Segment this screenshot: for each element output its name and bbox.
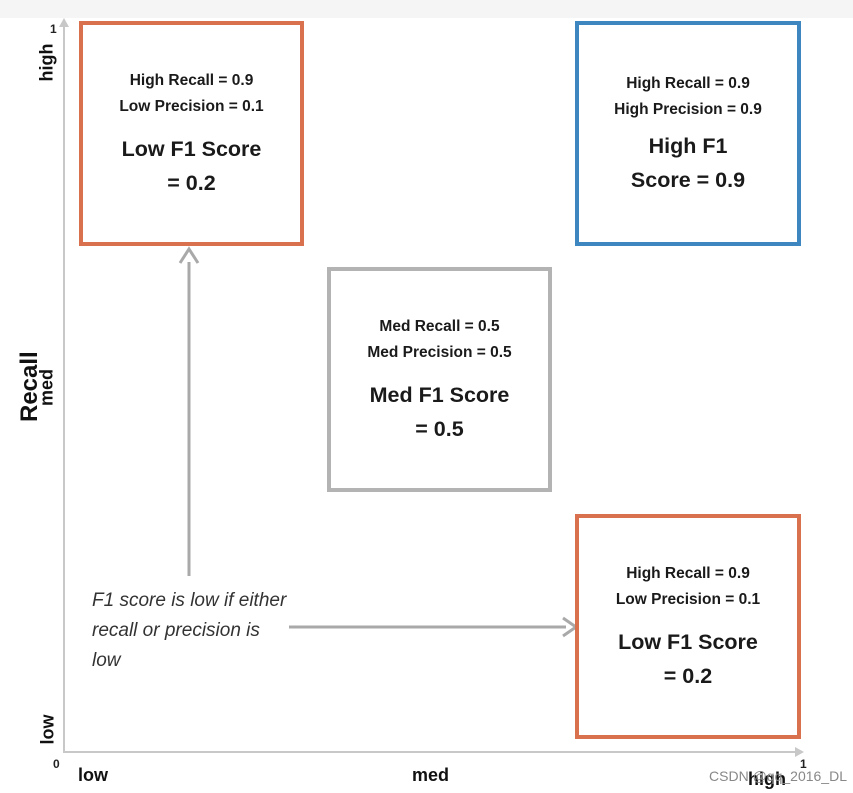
box-precision-text: High Precision = 0.9 xyxy=(614,100,762,118)
x-label-high: high xyxy=(748,769,786,789)
y-end-tick: 1 xyxy=(50,22,57,36)
y-label-high: high xyxy=(36,43,57,82)
box-f1-score: Low F1 Score = 0.2 xyxy=(618,629,758,688)
box-recall-text: Med Recall = 0.5 xyxy=(379,317,500,335)
box-f1-score: High F1 Score = 0.9 xyxy=(630,133,746,192)
x-origin-tick: 0 xyxy=(53,757,60,771)
box-high-recall-low-precision-bottom: High Recall = 0.9 Low Precision = 0.1 Lo… xyxy=(575,514,801,739)
box-precision-text: Low Precision = 0.1 xyxy=(119,97,264,115)
box-med-recall-med-precision: Med Recall = 0.5 Med Precision = 0.5 Med… xyxy=(327,267,552,492)
arrow-up-head xyxy=(178,246,200,264)
watermark: CSDN @qq_2016_DL xyxy=(709,768,847,784)
y-label-low: low xyxy=(37,714,58,745)
y-axis-title: Recall xyxy=(16,351,43,422)
x-axis-arrowhead xyxy=(795,747,804,757)
y-axis-arrowhead xyxy=(59,18,69,27)
top-strip xyxy=(0,0,853,18)
x-axis-line xyxy=(63,751,796,753)
box-f1-score: Med F1 Score = 0.5 xyxy=(369,382,510,441)
x-label-low: low xyxy=(78,765,108,785)
x-end-tick: 1 xyxy=(800,757,807,771)
box-precision-text: Med Precision = 0.5 xyxy=(367,343,512,361)
box-precision-text: Low Precision = 0.1 xyxy=(615,590,761,608)
box-high-recall-high-precision: High Recall = 0.9 High Precision = 0.9 H… xyxy=(575,21,801,246)
box-recall-text: High Recall = 0.9 xyxy=(626,564,750,582)
annotation-note: F1 score is low if either recall or prec… xyxy=(92,590,287,671)
box-f1-score: Low F1 Score = 0.2 xyxy=(121,136,262,195)
x-label-med: med xyxy=(412,765,450,785)
box-recall-text: High Recall = 0.9 xyxy=(626,74,750,92)
box-recall-text: High Recall = 0.9 xyxy=(129,71,254,89)
box-high-recall-low-precision-top: High Recall = 0.9 Low Precision = 0.1 Lo… xyxy=(79,21,304,246)
y-axis-line xyxy=(63,26,65,753)
